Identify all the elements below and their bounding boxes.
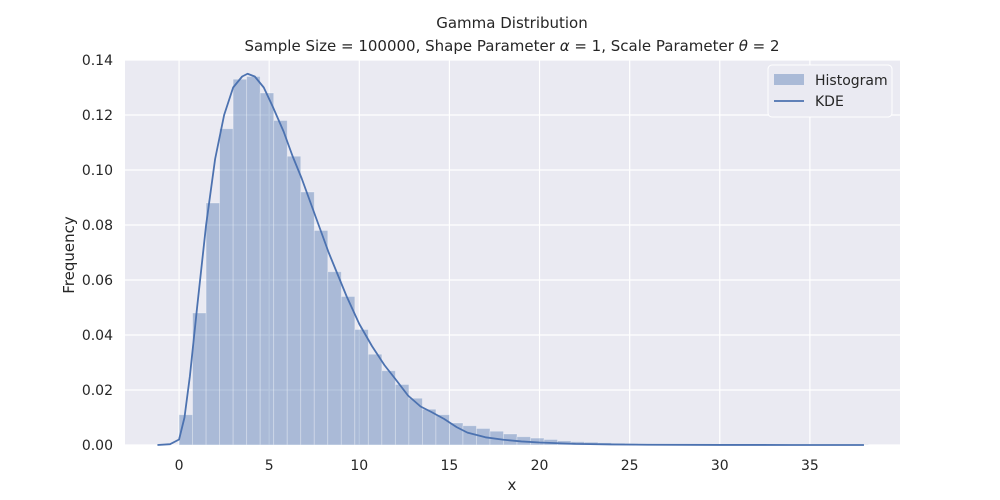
histogram-bar-14 (367, 353, 383, 446)
x-tick-label-3: 15 (441, 458, 459, 474)
legend: Histogram KDE (767, 64, 893, 118)
x-tick-label-0: 0 (175, 458, 184, 474)
legend-box (767, 64, 893, 118)
x-axis-label: x (508, 476, 517, 494)
histogram-bar-16 (394, 384, 410, 446)
grid-lines (125, 59, 900, 446)
histogram-bar-7 (273, 120, 288, 446)
y-tick-label-7: 0.14 (82, 53, 113, 69)
histogram-bar-10 (313, 230, 329, 446)
histogram-bar-15 (381, 370, 396, 446)
y-tick-label-2: 0.04 (82, 328, 113, 344)
histogram-bar-1 (192, 312, 207, 446)
y-axis-label: Frequency (60, 216, 78, 294)
x-tick-label-1: 5 (265, 458, 274, 474)
x-tick-label-2: 10 (350, 458, 368, 474)
chart-title: Gamma Distribution (436, 14, 588, 32)
alpha-symbol: α (560, 37, 570, 55)
legend-histogram-swatch (774, 74, 804, 85)
chart-subtitle: Sample Size = 100000, Shape Parameter α … (244, 37, 779, 55)
histogram-bar-3 (219, 128, 234, 446)
y-tick-label-1: 0.02 (82, 383, 113, 399)
x-tick-label-7: 35 (801, 458, 819, 474)
subtitle-suffix: = 2 (748, 37, 780, 55)
histogram-bar-4 (232, 78, 248, 446)
kde-line (157, 72, 864, 446)
legend-histogram-label: Histogram (815, 73, 888, 89)
histogram-bar-12 (340, 296, 356, 446)
x-tick-label-6: 30 (711, 458, 729, 474)
histogram-bar-8 (286, 155, 302, 446)
y-tick-label-0: 0.00 (82, 438, 113, 454)
histogram-bar-19 (435, 414, 450, 446)
histogram-bar-13 (354, 329, 369, 446)
y-tick-label-5: 0.10 (82, 163, 113, 179)
histogram-bar-5 (246, 76, 261, 446)
subtitle-middle: = 1, Scale Parameter (570, 37, 739, 55)
plot-area (125, 60, 900, 445)
histogram-bar-2 (205, 202, 221, 446)
histogram-bar-6 (259, 92, 275, 446)
x-tick-labels: 0 5 10 15 20 25 30 35 (175, 458, 819, 474)
theta-symbol: θ (739, 37, 748, 55)
y-tick-label-4: 0.08 (82, 218, 113, 234)
legend-kde-label: KDE (815, 94, 844, 110)
subtitle-prefix: Sample Size = 100000, Shape Parameter (244, 37, 559, 55)
kde-layer (157, 72, 864, 446)
histogram-bar-17 (408, 397, 423, 446)
x-tick-label-5: 25 (621, 458, 639, 474)
x-tick-label-4: 20 (531, 458, 549, 474)
y-tick-label-6: 0.12 (82, 108, 113, 124)
histogram-bars (178, 76, 869, 446)
histogram-bar-11 (327, 271, 342, 446)
histogram-bar-18 (421, 408, 437, 446)
histogram-bar-21 (462, 425, 477, 446)
y-tick-labels: 0.00 0.02 0.04 0.06 0.08 0.10 0.12 0.14 (82, 53, 113, 454)
histogram-bar-9 (300, 191, 315, 446)
y-tick-label-3: 0.06 (82, 273, 113, 289)
